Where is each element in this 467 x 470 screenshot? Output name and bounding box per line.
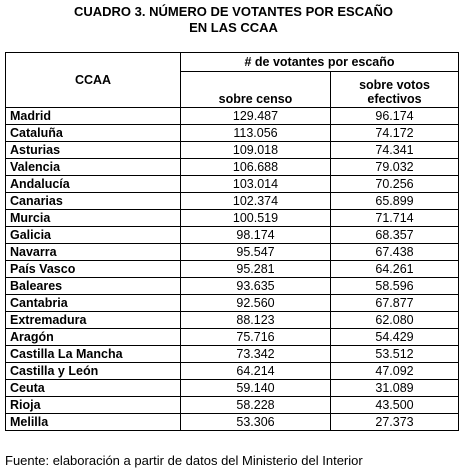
region-cell: Melilla bbox=[5, 413, 181, 431]
region-cell: Valencia bbox=[5, 158, 181, 176]
table-row: Castilla La Mancha 73.342 53.512 bbox=[5, 345, 459, 363]
table-row: Aragón 75.716 54.429 bbox=[5, 328, 459, 346]
value-cell: 73.342 bbox=[180, 345, 331, 363]
region-cell: Castilla y León bbox=[5, 362, 181, 380]
region-cell: Murcia bbox=[5, 209, 181, 227]
column-header: CCAA bbox=[5, 52, 181, 108]
region-cell: Baleares bbox=[5, 277, 181, 295]
value-cell: 64.261 bbox=[330, 260, 459, 278]
region-cell: Castilla La Mancha bbox=[5, 345, 181, 363]
value-cell: 95.281 bbox=[180, 260, 331, 278]
value-cell: 96.174 bbox=[330, 107, 459, 125]
column-header: sobre censo bbox=[180, 71, 331, 108]
value-cell: 58.228 bbox=[180, 396, 331, 414]
value-cell: 70.256 bbox=[330, 175, 459, 193]
table-row: Valencia 106.688 79.032 bbox=[5, 158, 459, 176]
value-cell: 68.357 bbox=[330, 226, 459, 244]
value-cell: 100.519 bbox=[180, 209, 331, 227]
value-cell: 88.123 bbox=[180, 311, 331, 329]
table: CCAA # de votantes por escaño sobre cens… bbox=[5, 52, 459, 431]
value-cell: 43.500 bbox=[330, 396, 459, 414]
region-cell: Ceuta bbox=[5, 379, 181, 397]
title: CUADRO 3. NÚMERO DE VOTANTES POR ESCAÑO … bbox=[0, 4, 467, 36]
region-cell: Cantabria bbox=[5, 294, 181, 312]
value-cell: 71.714 bbox=[330, 209, 459, 227]
value-cell: 106.688 bbox=[180, 158, 331, 176]
value-cell: 67.438 bbox=[330, 243, 459, 261]
table-head: CCAA # de votantes por escaño sobre cens… bbox=[5, 52, 459, 108]
table-body: Madrid 129.487 96.174 Cataluña 113.056 74.172… bbox=[5, 107, 459, 431]
region-cell: Navarra bbox=[5, 243, 181, 261]
table-row: Castilla y León 64.214 47.092 bbox=[5, 362, 459, 380]
table-row: Canarias 102.374 65.899 bbox=[5, 192, 459, 210]
source-note: Fuente: elaboración a partir de datos de… bbox=[5, 453, 363, 468]
table-row: Melilla 53.306 27.373 bbox=[5, 413, 459, 431]
value-cell: 53.512 bbox=[330, 345, 459, 363]
region-cell: Cataluña bbox=[5, 124, 181, 142]
region-cell: Extremadura bbox=[5, 311, 181, 329]
value-cell: 103.014 bbox=[180, 175, 331, 193]
value-cell: 113.056 bbox=[180, 124, 331, 142]
header-row: CCAA # de votantes por escaño bbox=[5, 52, 459, 108]
table-row: País Vasco 95.281 64.261 bbox=[5, 260, 459, 278]
table-row: Madrid 129.487 96.174 bbox=[5, 107, 459, 125]
table-row: Cantabria 92.560 67.877 bbox=[5, 294, 459, 312]
value-cell: 58.596 bbox=[330, 277, 459, 295]
table-row: Extremadura 88.123 62.080 bbox=[5, 311, 459, 329]
value-cell: 98.174 bbox=[180, 226, 331, 244]
region-cell: Aragón bbox=[5, 328, 181, 346]
region-cell: Asturias bbox=[5, 141, 181, 159]
table-row: Ceuta 59.140 31.089 bbox=[5, 379, 459, 397]
value-cell: 27.373 bbox=[330, 413, 459, 431]
table-row: Cataluña 113.056 74.172 bbox=[5, 124, 459, 142]
table-row: Andalucía 103.014 70.256 bbox=[5, 175, 459, 193]
region-cell: Rioja bbox=[5, 396, 181, 414]
column-header: sobre votos efectivos bbox=[330, 71, 459, 108]
region-cell: Andalucía bbox=[5, 175, 181, 193]
region-cell: Canarias bbox=[5, 192, 181, 210]
value-cell: 67.877 bbox=[330, 294, 459, 312]
value-cell: 62.080 bbox=[330, 311, 459, 329]
value-cell: 59.140 bbox=[180, 379, 331, 397]
region-cell: Madrid bbox=[5, 107, 181, 125]
value-cell: 65.899 bbox=[330, 192, 459, 210]
value-cell: 79.032 bbox=[330, 158, 459, 176]
value-cell: 31.089 bbox=[330, 379, 459, 397]
value-cell: 53.306 bbox=[180, 413, 331, 431]
title-line: CUADRO 3. NÚMERO DE VOTANTES POR ESCAÑO bbox=[73, 4, 393, 19]
value-cell: 64.214 bbox=[180, 362, 331, 380]
value-cell: 93.635 bbox=[180, 277, 331, 295]
header-row: sobre censo sobre votos efectivos bbox=[6, 71, 459, 108]
value-cell: 54.429 bbox=[330, 328, 459, 346]
group-header: # de votantes por escaño bbox=[180, 52, 459, 72]
table-row: Asturias 109.018 74.341 bbox=[5, 141, 459, 159]
value-cell: 74.172 bbox=[330, 124, 459, 142]
table-row: Navarra 95.547 67.438 bbox=[5, 243, 459, 261]
table-row: Murcia 100.519 71.714 bbox=[5, 209, 459, 227]
value-cell: 92.560 bbox=[180, 294, 331, 312]
value-cell: 109.018 bbox=[180, 141, 331, 159]
value-cell: 74.341 bbox=[330, 141, 459, 159]
region-cell: Galicia bbox=[5, 226, 181, 244]
table-row: Rioja 58.228 43.500 bbox=[5, 396, 459, 414]
value-cell: 75.716 bbox=[180, 328, 331, 346]
title-line: EN LAS CCAA bbox=[189, 20, 278, 35]
value-cell: 102.374 bbox=[180, 192, 331, 210]
region-cell: País Vasco bbox=[5, 260, 181, 278]
value-cell: 47.092 bbox=[330, 362, 459, 380]
value-cell: 129.487 bbox=[180, 107, 331, 125]
table-row: Galicia 98.174 68.357 bbox=[5, 226, 459, 244]
table-row: Baleares 93.635 58.596 bbox=[5, 277, 459, 295]
value-cell: 95.547 bbox=[180, 243, 331, 261]
